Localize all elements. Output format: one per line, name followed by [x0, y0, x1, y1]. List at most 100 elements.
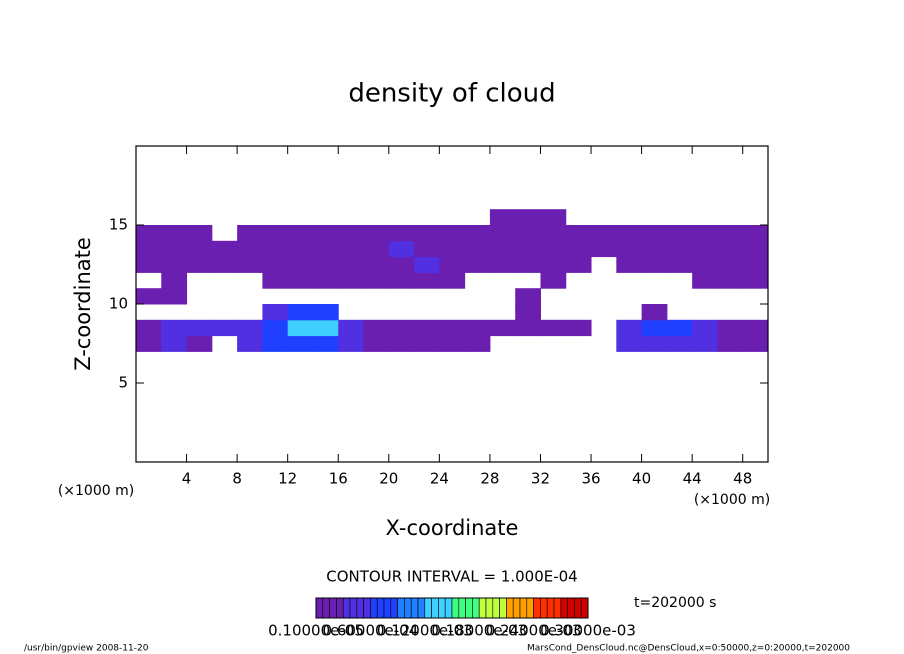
density-cell: [237, 319, 263, 337]
density-cell: [287, 272, 314, 289]
density-cell: [717, 256, 744, 273]
x-tick-label: 20: [379, 470, 398, 488]
x-tick-label: 24: [430, 470, 449, 488]
density-cell: [540, 209, 567, 226]
density-cell: [136, 319, 162, 337]
density-cell: [515, 256, 541, 273]
density-cell: [439, 319, 466, 337]
density-cell: [287, 240, 314, 258]
colorbar-stripe: [431, 597, 439, 619]
colorbar-stripe: [485, 597, 494, 619]
density-cell: [312, 240, 339, 258]
density-cell: [388, 225, 415, 242]
density-cell: [742, 225, 769, 242]
density-cell: [641, 256, 668, 273]
density-cell: [666, 240, 693, 258]
density-cell: [616, 256, 643, 273]
footer-right: MarsCond_DensCloud.nc@DensCloud,x=0:5000…: [527, 644, 850, 654]
density-cell: [692, 335, 718, 352]
density-cell: [237, 240, 263, 258]
colorbar-stripe: [512, 597, 521, 619]
density-cell: [338, 240, 365, 258]
y-tick-label: 10: [109, 295, 128, 313]
density-cell: [414, 225, 440, 242]
colorbar-stripe: [560, 597, 568, 619]
colorbar-stripe: [458, 597, 466, 619]
density-cell: [262, 225, 289, 242]
density-cell: [237, 256, 263, 273]
x-tick-label: 28: [480, 470, 499, 488]
density-cell: [439, 272, 466, 289]
x-unit: (×1000 m): [694, 492, 770, 508]
x-tick-label: 36: [581, 470, 600, 488]
density-cell: [312, 272, 339, 289]
density-cell: [692, 256, 718, 273]
colorbar-label: 0.30000e-03: [540, 622, 636, 640]
density-cell: [136, 256, 162, 273]
density-cell: [262, 240, 289, 258]
x-tick-label: 16: [329, 470, 348, 488]
density-cell: [211, 319, 238, 337]
density-cell: [717, 319, 744, 337]
density-cell: [414, 272, 440, 289]
density-cell: [742, 335, 769, 352]
density-cell: [666, 225, 693, 242]
colorbar-stripe: [492, 597, 500, 619]
colorbar-stripe: [370, 597, 378, 619]
density-cell: [717, 240, 744, 258]
density-cell: [742, 256, 769, 273]
density-cell: [388, 319, 415, 337]
x-tick-label: 12: [278, 470, 297, 488]
density-cell: [211, 240, 238, 258]
x-tick-label: 32: [531, 470, 550, 488]
density-cell: [489, 240, 516, 258]
density-cell: [338, 256, 365, 273]
density-cell: [262, 272, 289, 289]
density-cell: [186, 240, 213, 258]
colorbar-stripe: [322, 597, 330, 619]
y-tick-label: 15: [109, 216, 128, 234]
density-cell: [388, 240, 415, 258]
density-cell: [211, 256, 238, 273]
colorbar-stripe: [553, 597, 562, 619]
density-cell: [515, 240, 541, 258]
density-cell: [136, 240, 162, 258]
density-cell: [540, 256, 567, 273]
density-cell: [186, 319, 213, 337]
colorbar-stripe: [342, 597, 351, 619]
plot-frame: [135, 145, 769, 463]
colorbar-stripe: [404, 597, 412, 619]
density-cell: [666, 319, 693, 337]
colorbar-stripe: [315, 597, 324, 619]
density-cell: [161, 288, 188, 305]
density-cell: [464, 319, 491, 337]
colorbar-stripe: [363, 597, 371, 619]
colorbar-stripe: [499, 597, 507, 619]
density-cell: [161, 319, 188, 337]
density-cell: [287, 319, 314, 337]
colorbar-stripe: [376, 597, 385, 619]
density-cell: [338, 319, 365, 337]
density-cell: [515, 225, 541, 242]
density-cell: [692, 240, 718, 258]
density-cell: [565, 319, 592, 337]
density-cell: [312, 225, 339, 242]
density-cell: [287, 225, 314, 242]
density-cell: [161, 335, 188, 352]
density-cell: [692, 319, 718, 337]
density-cell: [464, 256, 491, 273]
density-cell: [591, 225, 617, 242]
density-cell: [641, 240, 668, 258]
density-cell: [616, 225, 643, 242]
colorbar-stripe: [424, 597, 432, 619]
density-cell: [515, 304, 541, 321]
density-cell: [489, 319, 516, 337]
density-cell: [540, 319, 567, 337]
density-cell: [338, 272, 365, 289]
density-cell: [312, 304, 339, 321]
colorbar-stripe: [465, 597, 473, 619]
x-tick-label: 4: [182, 470, 192, 488]
density-cell: [565, 256, 592, 273]
colorbar-stripe: [478, 597, 487, 619]
